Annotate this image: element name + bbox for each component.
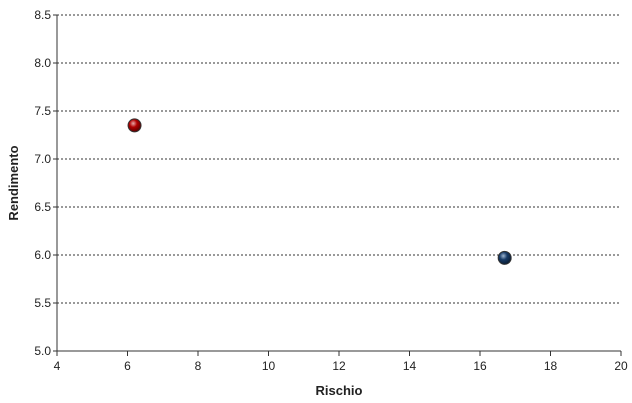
data-point (127, 118, 142, 133)
x-tick-label: 4 (54, 359, 61, 373)
y-tick-label: 7.5 (34, 104, 51, 118)
y-tick-label: 8.0 (34, 56, 51, 70)
x-tick-label: 10 (262, 359, 276, 373)
x-axis-title: Rischio (316, 383, 363, 398)
y-tick-label: 8.5 (34, 8, 51, 22)
axes (53, 14, 622, 356)
y-axis-title: Rendimento (6, 145, 21, 220)
x-tick-label: 18 (544, 359, 558, 373)
y-tick-label: 5.0 (34, 344, 51, 358)
x-tick-label: 14 (403, 359, 417, 373)
x-tick-label: 20 (614, 359, 628, 373)
tick-labels: 5.0 5.5 6.0 6.5 7.0 7.5 8.0 8.5 4 6 8 10 12 14 16 18 20 (34, 8, 628, 373)
y-tick-label: 6.0 (34, 248, 51, 262)
x-tick-label: 12 (332, 359, 346, 373)
x-tick-label: 6 (124, 359, 131, 373)
y-tick-label: 6.5 (34, 200, 51, 214)
gridlines (57, 14, 621, 304)
x-tick-label: 8 (195, 359, 202, 373)
y-tick-label: 7.0 (34, 152, 51, 166)
data-point (497, 250, 512, 265)
data-points (127, 118, 512, 265)
x-tick-label: 16 (473, 359, 487, 373)
y-tick-label: 5.5 (34, 296, 51, 310)
